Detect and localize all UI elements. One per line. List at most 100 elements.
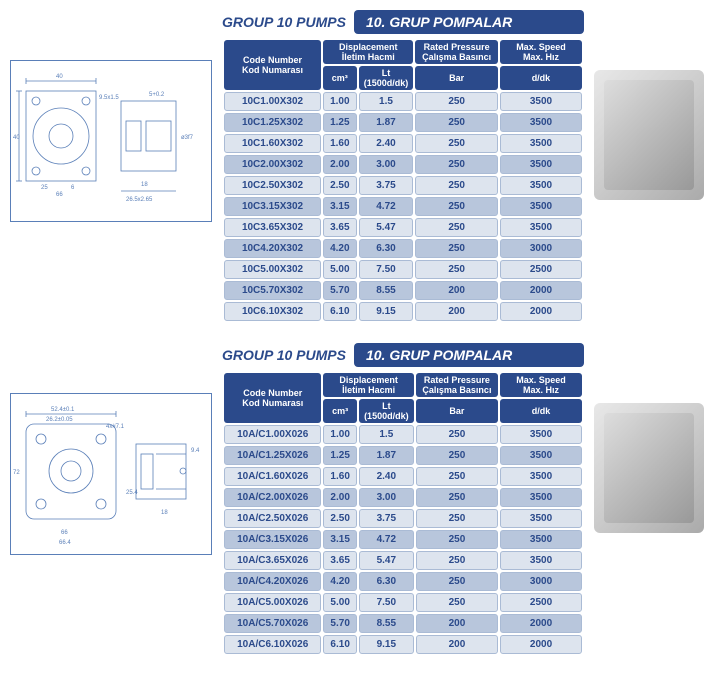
cell-cm3: 5.00 (323, 593, 356, 612)
cell-dk: 3500 (500, 425, 582, 444)
pump-table: Code NumberKod Numarası Displacementİlet… (222, 38, 584, 323)
cell-cm3: 1.00 (323, 425, 356, 444)
table-row: 10A/C2.50X026 2.50 3.75 250 3500 (224, 509, 582, 528)
cell-code: 10A/C6.10X026 (224, 635, 321, 654)
cell-dk: 3500 (500, 113, 582, 132)
table-row: 10C5.70X302 5.70 8.55 200 2000 (224, 281, 582, 300)
svg-text:66: 66 (61, 530, 68, 536)
cell-lt: 7.50 (359, 260, 414, 279)
cell-dk: 3500 (500, 509, 582, 528)
cell-bar: 250 (416, 425, 498, 444)
cell-cm3: 3.65 (323, 551, 356, 570)
cell-dk: 2000 (500, 614, 582, 633)
th-code: Code NumberKod Numarası (224, 40, 321, 90)
cell-cm3: 2.50 (323, 509, 356, 528)
table-row: 10A/C3.65X026 3.65 5.47 250 3500 (224, 551, 582, 570)
cell-dk: 3500 (500, 551, 582, 570)
cell-lt: 5.47 (359, 218, 414, 237)
cell-lt: 9.15 (359, 635, 414, 654)
cell-lt: 9.15 (359, 302, 414, 321)
cell-dk: 2000 (500, 635, 582, 654)
cell-bar: 250 (415, 155, 497, 174)
cell-cm3: 1.60 (323, 467, 356, 486)
table-row: 10A/C1.00X026 1.00 1.5 250 3500 (224, 425, 582, 444)
svg-text:52.4±0.1: 52.4±0.1 (51, 407, 75, 413)
cell-lt: 1.87 (359, 113, 414, 132)
th-dk: d/dk (500, 399, 582, 423)
th-lt: Lt (1500d/dk) (359, 399, 414, 423)
svg-text:26.2±0.05: 26.2±0.05 (46, 417, 73, 423)
cell-dk: 2500 (500, 593, 582, 612)
cell-lt: 8.55 (359, 281, 414, 300)
title-en: GROUP 10 PUMPS (222, 14, 346, 30)
th-press: Rated PressureÇalışma Basıncı (416, 373, 498, 397)
pump-section: 40 40 66 25 6 9.5x1.5 5+0.2 ø3f7 18 26.5… (10, 10, 704, 323)
svg-text:40: 40 (13, 135, 20, 141)
cell-dk: 3500 (500, 530, 582, 549)
cell-bar: 200 (416, 614, 498, 633)
table-row: 10C2.00X302 2.00 3.00 250 3500 (224, 155, 582, 174)
cell-dk: 3000 (500, 572, 582, 591)
cell-cm3: 2.00 (323, 488, 356, 507)
cell-dk: 3500 (500, 197, 582, 216)
cell-dk: 2000 (500, 302, 582, 321)
cell-dk: 2000 (500, 281, 582, 300)
svg-text:5+0.2: 5+0.2 (149, 92, 165, 98)
technical-drawing: 40 40 66 25 6 9.5x1.5 5+0.2 ø3f7 18 26.5… (10, 60, 212, 222)
cell-lt: 2.40 (359, 467, 414, 486)
svg-text:4x#7.1: 4x#7.1 (106, 424, 125, 430)
table-row: 10C6.10X302 6.10 9.15 200 2000 (224, 302, 582, 321)
cell-cm3: 5.00 (323, 260, 356, 279)
cell-lt: 5.47 (359, 551, 414, 570)
cell-code: 10A/C4.20X026 (224, 572, 321, 591)
cell-code: 10C5.70X302 (224, 281, 321, 300)
cell-lt: 4.72 (359, 197, 414, 216)
cell-code: 10C1.25X302 (224, 113, 321, 132)
cell-bar: 200 (416, 635, 498, 654)
cell-code: 10C3.15X302 (224, 197, 321, 216)
th-code: Code NumberKod Numarası (224, 373, 321, 423)
pump-photo (594, 403, 704, 533)
cell-bar: 250 (415, 92, 497, 111)
table-row: 10C1.00X302 1.00 1.5 250 3500 (224, 92, 582, 111)
cell-dk: 3500 (500, 155, 582, 174)
cell-lt: 8.55 (359, 614, 414, 633)
th-cm3: cm³ (323, 66, 356, 90)
svg-text:9.5x1.5: 9.5x1.5 (99, 95, 119, 101)
title-bar: GROUP 10 PUMPS 10. GRUP POMPALAR (222, 10, 584, 34)
cell-code: 10C1.00X302 (224, 92, 321, 111)
cell-cm3: 1.60 (323, 134, 356, 153)
table-row: 10C2.50X302 2.50 3.75 250 3500 (224, 176, 582, 195)
th-speed: Max. SpeedMax. Hız (500, 373, 582, 397)
th-speed: Max. SpeedMax. Hız (500, 40, 582, 64)
cell-code: 10C5.00X302 (224, 260, 321, 279)
cell-cm3: 4.20 (323, 239, 356, 258)
cell-bar: 250 (415, 218, 497, 237)
th-disp: Displacementİletim Hacmi (323, 373, 413, 397)
cell-bar: 250 (416, 446, 498, 465)
cell-code: 10A/C2.00X026 (224, 488, 321, 507)
table-row: 10C3.15X302 3.15 4.72 250 3500 (224, 197, 582, 216)
cell-lt: 1.87 (359, 446, 414, 465)
table-row: 10A/C2.00X026 2.00 3.00 250 3500 (224, 488, 582, 507)
svg-text:18: 18 (161, 510, 168, 516)
table-row: 10A/C1.25X026 1.25 1.87 250 3500 (224, 446, 582, 465)
cell-dk: 3500 (500, 176, 582, 195)
title-tr: 10. GRUP POMPALAR (354, 10, 584, 34)
cell-bar: 200 (415, 302, 497, 321)
cell-bar: 250 (415, 176, 497, 195)
cell-cm3: 2.50 (323, 176, 356, 195)
cell-cm3: 6.10 (323, 635, 356, 654)
table-block: GROUP 10 PUMPS 10. GRUP POMPALAR Code Nu… (222, 10, 584, 323)
th-bar: Bar (416, 399, 498, 423)
cell-lt: 1.5 (359, 425, 414, 444)
cell-lt: 4.72 (359, 530, 414, 549)
table-block: GROUP 10 PUMPS 10. GRUP POMPALAR Code Nu… (222, 343, 584, 656)
cell-code: 10C1.60X302 (224, 134, 321, 153)
cell-cm3: 6.10 (323, 302, 356, 321)
cell-bar: 250 (416, 467, 498, 486)
cell-bar: 250 (416, 509, 498, 528)
svg-text:18: 18 (141, 182, 148, 188)
cell-code: 10C2.50X302 (224, 176, 321, 195)
svg-text:6: 6 (71, 185, 75, 191)
